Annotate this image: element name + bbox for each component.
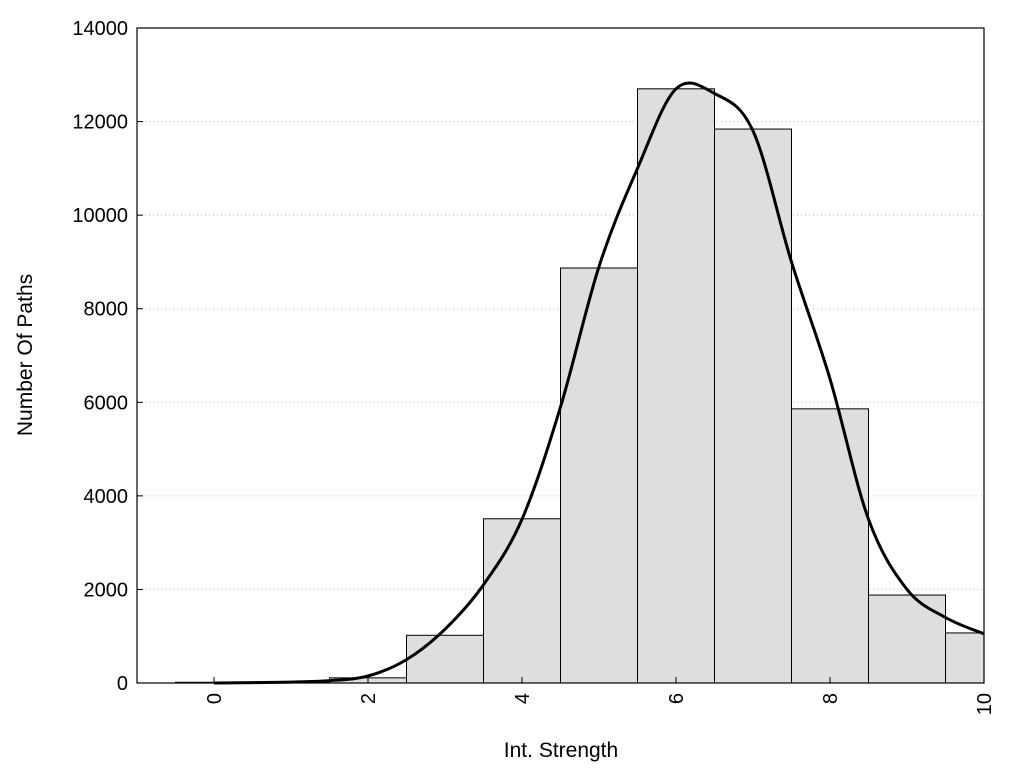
y-axis-title: Number Of Paths (14, 274, 37, 436)
density-curve (213, 81, 985, 685)
x-tick-label: 8 (820, 693, 842, 704)
y-tick-label: 4000 (84, 486, 129, 508)
y-tick-label: 6000 (84, 392, 129, 414)
y-tick-label: 10000 (72, 205, 128, 227)
x-tick-label: 6 (666, 693, 688, 704)
histogram-bar (406, 634, 484, 684)
x-tick-label: 0 (204, 693, 226, 704)
y-axis: 0 2000 4000 6000 8000 10000 12000 14000 (72, 18, 143, 695)
plot-frame (136, 27, 985, 684)
y-tick-label: 0 (117, 673, 128, 695)
x-tick-label: 10 (974, 693, 996, 715)
x-axis: 0 2 4 6 8 10 (204, 677, 996, 715)
histogram-bar (945, 632, 985, 684)
y-tick-label: 8000 (84, 299, 129, 321)
histogram-bar (560, 267, 638, 684)
density-curve-line (213, 81, 985, 685)
y-tick-label: 2000 (84, 579, 129, 601)
x-tick-label: 4 (512, 693, 534, 704)
histogram-bar (791, 408, 869, 684)
histogram-bar (868, 594, 946, 684)
y-tick-label: 12000 (72, 112, 128, 134)
x-axis-title: Int. Strength (504, 739, 618, 762)
x-tick-label: 2 (358, 693, 380, 704)
y-tick-label: 14000 (72, 18, 128, 40)
histogram-bar (483, 518, 561, 684)
histogram-bar (637, 88, 715, 684)
histogram-bars (175, 88, 985, 684)
histogram-bar (714, 128, 792, 684)
